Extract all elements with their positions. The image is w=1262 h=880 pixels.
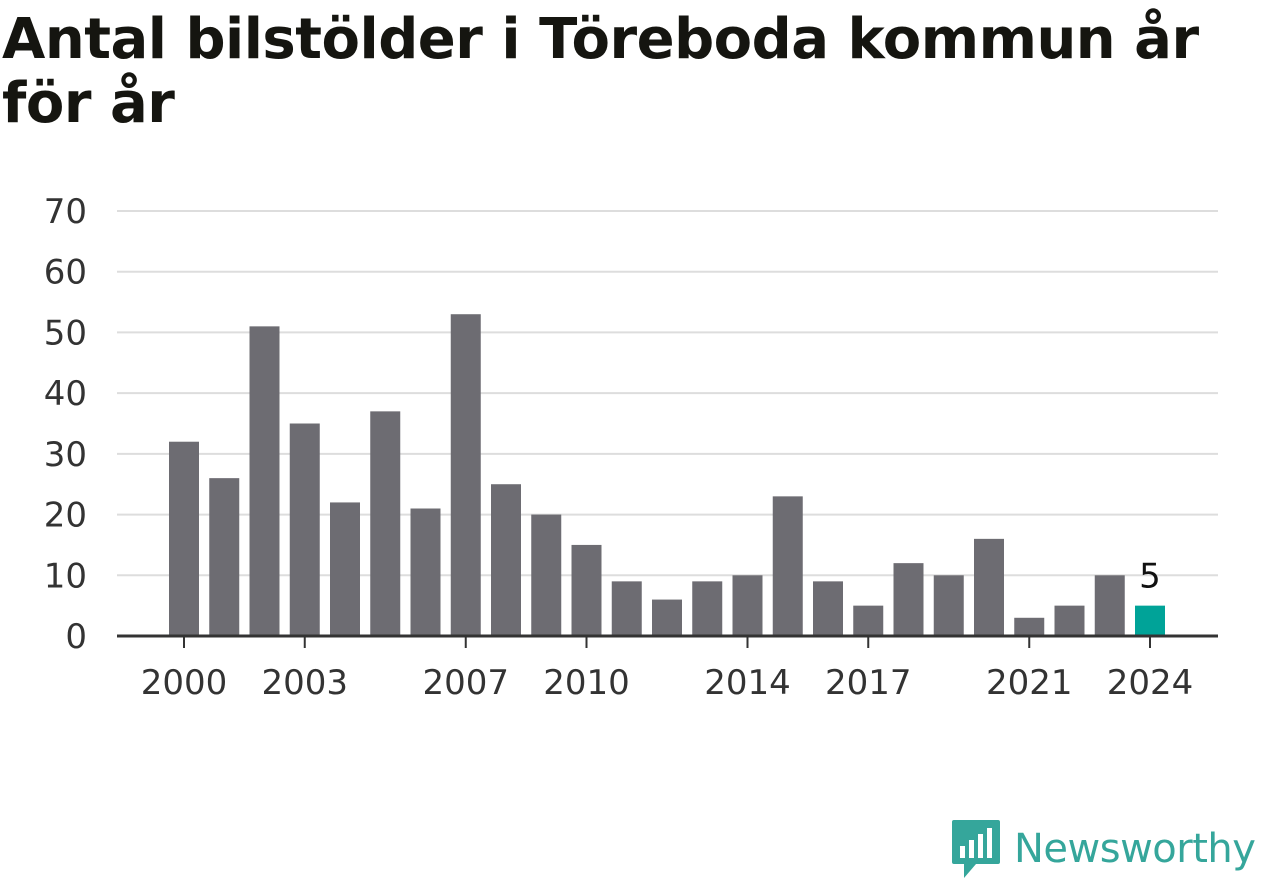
bar-2018 [893, 563, 924, 636]
bar-2014 [732, 575, 763, 636]
brand-name: Newsworthy [1014, 826, 1256, 872]
chart-title: Antal bilstölder i Töreboda kommun år fö… [2, 7, 1199, 136]
data-label: 5 [1139, 557, 1161, 597]
bar-2016 [813, 581, 843, 636]
bar-2002 [249, 326, 280, 636]
bar-2021 [1014, 617, 1045, 636]
bar-2010 [571, 544, 602, 636]
y-tick-label: 0 [65, 617, 87, 657]
bar-2019 [933, 575, 964, 636]
bar-2005 [370, 411, 401, 636]
gridlines [117, 210, 1218, 577]
bar-2003 [289, 423, 320, 636]
y-tick-label: 40 [44, 374, 87, 414]
x-tick-label: 2003 [261, 663, 348, 703]
x-axis-ticks: 2000 2003 2007 2010 2014 2017 2021 2024 [141, 636, 1194, 703]
y-tick-label: 20 [44, 496, 87, 536]
x-tick-label: 2000 [141, 663, 228, 703]
x-tick-label: 2021 [986, 663, 1073, 703]
bar-2020 [974, 538, 1004, 636]
bar-2011 [611, 581, 642, 636]
newsworthy-logo-icon [952, 820, 1000, 878]
bar-2000 [169, 441, 199, 636]
y-tick-label: 50 [44, 313, 87, 353]
bar-2024 [1135, 605, 1165, 636]
x-tick-label: 2014 [704, 663, 791, 703]
bar-2013 [692, 581, 723, 636]
y-tick-label: 10 [44, 556, 87, 596]
data-labels: 5 [1139, 557, 1161, 597]
y-axis-ticks: 0 10 20 30 40 50 60 70 [44, 192, 87, 657]
y-tick-label: 60 [44, 253, 87, 293]
bar-2012 [652, 599, 682, 636]
bar-2007 [450, 314, 481, 636]
x-tick-label: 2010 [543, 663, 630, 703]
bars [169, 314, 1165, 636]
x-tick-label: 2007 [422, 663, 509, 703]
newsworthy-logo[interactable]: Newsworthy [950, 818, 1256, 880]
x-tick-label: 2017 [825, 663, 912, 703]
y-tick-label: 30 [44, 435, 87, 475]
bar-2015 [772, 496, 803, 636]
bar-2017 [853, 605, 884, 636]
bar-2001 [209, 478, 240, 636]
bar-2009 [531, 514, 562, 636]
bar-2022 [1054, 605, 1085, 636]
bar-2004 [330, 502, 360, 636]
bar-2023 [1094, 575, 1125, 636]
y-tick-label: 70 [44, 192, 87, 232]
x-tick-label: 2024 [1107, 663, 1194, 703]
bar-2006 [410, 508, 441, 636]
bar-2008 [491, 484, 521, 636]
